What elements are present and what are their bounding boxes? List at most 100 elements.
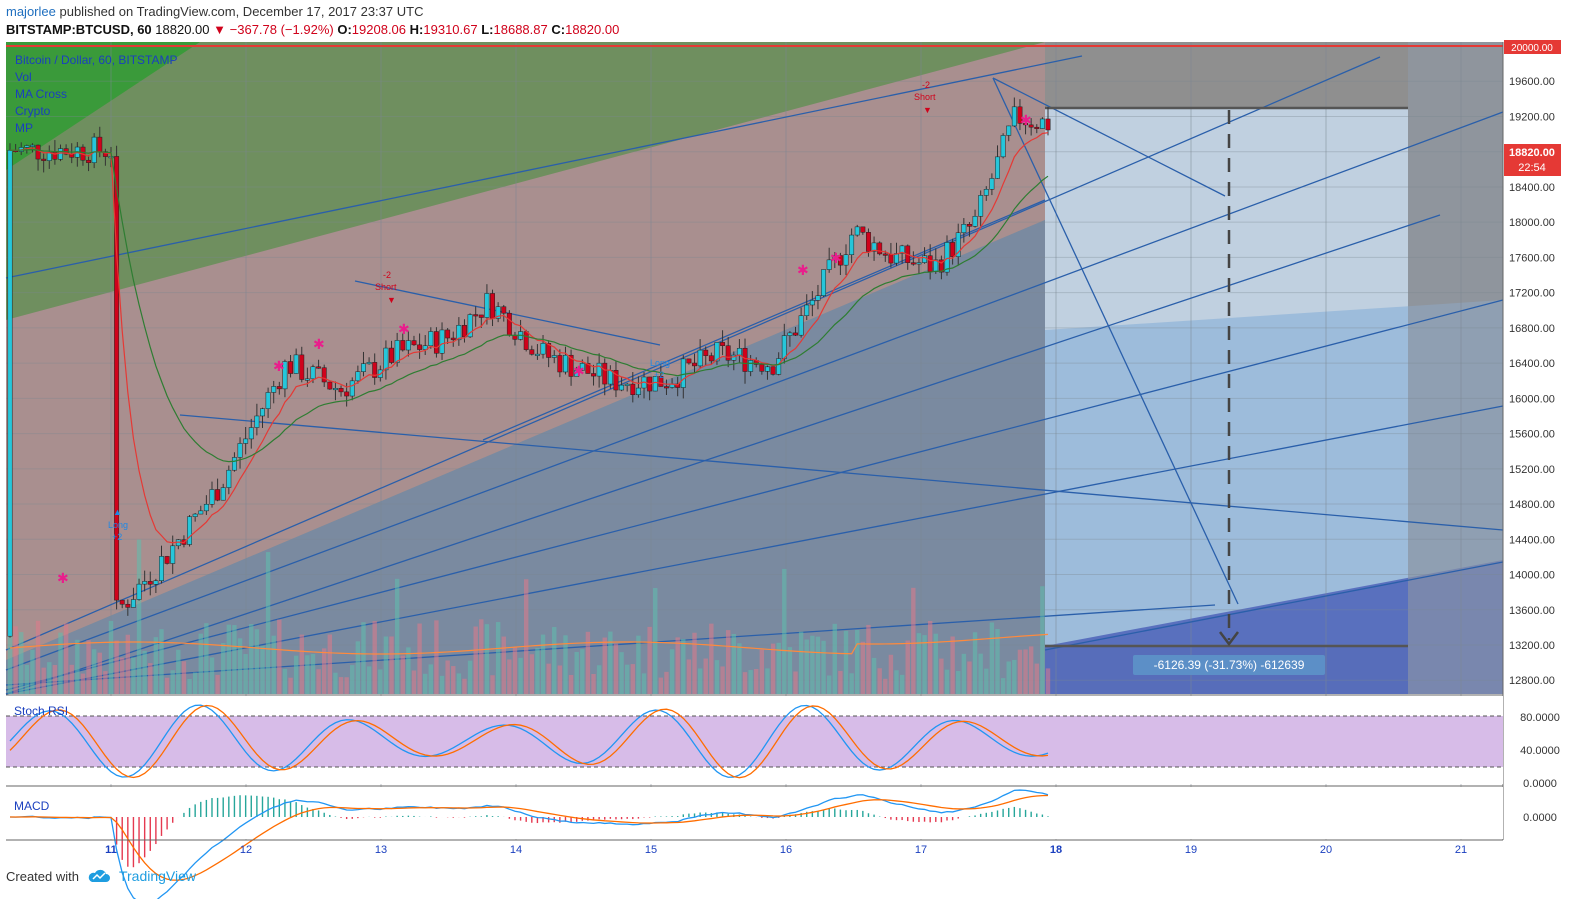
low-label: L: bbox=[481, 22, 494, 37]
short-signal: -2 Short ▼ -2 Short ▼ bbox=[375, 80, 936, 305]
cross-marker-icon: ✱ bbox=[797, 262, 809, 278]
time-axis-label[interactable]: 16 bbox=[780, 844, 792, 856]
time-axis-label[interactable]: 21 bbox=[1455, 844, 1467, 856]
tradingview-link[interactable]: TradingView bbox=[118, 868, 197, 884]
volume-bar bbox=[243, 654, 248, 694]
volume-bar bbox=[181, 661, 187, 694]
macd-bar bbox=[912, 817, 915, 822]
macd-bar bbox=[1013, 806, 1016, 817]
volume-bar bbox=[899, 674, 905, 694]
trend-line[interactable] bbox=[5, 299, 1504, 691]
candle-body bbox=[490, 293, 495, 319]
macd-bar bbox=[660, 816, 662, 817]
macd-bar bbox=[345, 817, 348, 820]
long-signal: ▲ Long +2 Long +2 bbox=[108, 358, 670, 542]
volume-bar bbox=[417, 623, 422, 694]
candle-body bbox=[445, 329, 451, 339]
volume-bar bbox=[1006, 661, 1011, 694]
candle-body bbox=[405, 340, 411, 351]
volume-bar bbox=[1023, 649, 1028, 694]
volume-bar bbox=[249, 624, 254, 694]
candle-body bbox=[130, 599, 136, 608]
macd-bar bbox=[1008, 807, 1010, 817]
measure-label-bg bbox=[1133, 655, 1325, 675]
macd-bar bbox=[615, 817, 617, 820]
macd-bar bbox=[340, 817, 342, 818]
volume-bar bbox=[770, 643, 776, 694]
trend-line[interactable] bbox=[5, 214, 1441, 695]
volume-bar bbox=[591, 673, 596, 694]
time-axis-label[interactable]: 14 bbox=[510, 844, 522, 856]
volume-bar bbox=[995, 629, 1000, 694]
candle-body bbox=[523, 331, 529, 350]
publish-info: majorlee published on TradingView.com, D… bbox=[6, 4, 423, 19]
macd-bar bbox=[918, 817, 920, 823]
macd-bar bbox=[452, 817, 454, 818]
candle-body bbox=[591, 373, 596, 377]
volume-bar bbox=[748, 670, 753, 694]
candle-body bbox=[215, 489, 221, 501]
time-axis-label[interactable]: 15 bbox=[645, 844, 657, 856]
candle-body bbox=[619, 384, 625, 391]
volume-bar bbox=[299, 634, 304, 694]
time-axis-label[interactable]: 13 bbox=[375, 844, 387, 856]
volume-bar bbox=[63, 623, 69, 694]
macd-bar bbox=[200, 801, 202, 817]
candle-body bbox=[366, 362, 372, 365]
candle-body bbox=[950, 242, 956, 257]
candle-body bbox=[389, 347, 394, 363]
volume-bar bbox=[131, 657, 136, 694]
symbol-label[interactable]: BITSTAMP:BTCUSD, 60 bbox=[6, 22, 152, 37]
macd-bar bbox=[996, 810, 999, 817]
candle-body bbox=[871, 242, 877, 252]
trend-line[interactable] bbox=[5, 56, 1381, 651]
macd-bar bbox=[531, 817, 533, 823]
legend-title[interactable]: Bitcoin / Dollar, 60, BITSTAMP bbox=[15, 53, 178, 67]
volume-bar bbox=[406, 647, 411, 694]
volume-bar bbox=[484, 624, 490, 694]
time-axis-labels[interactable]: 11 12 13 14 15 16 17 18 19 20 21 bbox=[105, 844, 1467, 856]
macd-bar bbox=[637, 817, 640, 819]
volume-bar bbox=[653, 588, 658, 694]
time-axis-label[interactable]: 18 bbox=[1050, 844, 1062, 856]
legend-item-crypto[interactable]: Crypto bbox=[15, 104, 51, 118]
candle-body bbox=[955, 232, 961, 257]
time-axis-label[interactable]: 19 bbox=[1185, 844, 1197, 856]
macd-bar bbox=[817, 810, 819, 817]
macd-bar bbox=[929, 817, 931, 823]
macd-bar bbox=[480, 816, 483, 817]
legend-item-vol[interactable]: Vol bbox=[15, 70, 32, 84]
trend-line[interactable] bbox=[1044, 561, 1504, 651]
candle-body bbox=[748, 360, 754, 372]
cross-marker-icon: ✱ bbox=[398, 321, 410, 337]
macd-bar bbox=[1024, 809, 1027, 817]
candle-body bbox=[922, 255, 928, 263]
candle-body bbox=[989, 178, 995, 190]
candle-body bbox=[338, 388, 344, 393]
legend-item-mp[interactable]: MP bbox=[15, 121, 33, 135]
trend-line[interactable] bbox=[5, 55, 1083, 279]
time-axis-label[interactable]: 11 bbox=[105, 844, 117, 856]
volume-bar bbox=[338, 677, 344, 694]
macd-bar bbox=[211, 798, 213, 817]
volume-bar bbox=[501, 636, 506, 694]
candle-body bbox=[843, 254, 849, 266]
candle-body bbox=[462, 324, 467, 338]
candle-body bbox=[254, 415, 260, 428]
time-axis-label[interactable]: 12 bbox=[240, 844, 252, 856]
projection-line[interactable] bbox=[992, 77, 1226, 197]
trend-line[interactable] bbox=[482, 199, 1046, 441]
time-axis-label[interactable]: 17 bbox=[915, 844, 927, 856]
volume-bar bbox=[490, 675, 495, 694]
macd-bar bbox=[648, 817, 651, 818]
trend-line[interactable] bbox=[5, 111, 1504, 671]
volume-bar bbox=[41, 667, 46, 694]
trend-line[interactable] bbox=[179, 414, 1504, 531]
projection-line[interactable] bbox=[992, 77, 1239, 605]
time-axis-label[interactable]: 20 bbox=[1320, 844, 1332, 856]
macd-bar bbox=[295, 802, 297, 817]
candle-body bbox=[798, 315, 804, 336]
legend-item-ma-cross[interactable]: MA Cross bbox=[15, 87, 68, 101]
author-link[interactable]: majorlee bbox=[6, 4, 56, 19]
